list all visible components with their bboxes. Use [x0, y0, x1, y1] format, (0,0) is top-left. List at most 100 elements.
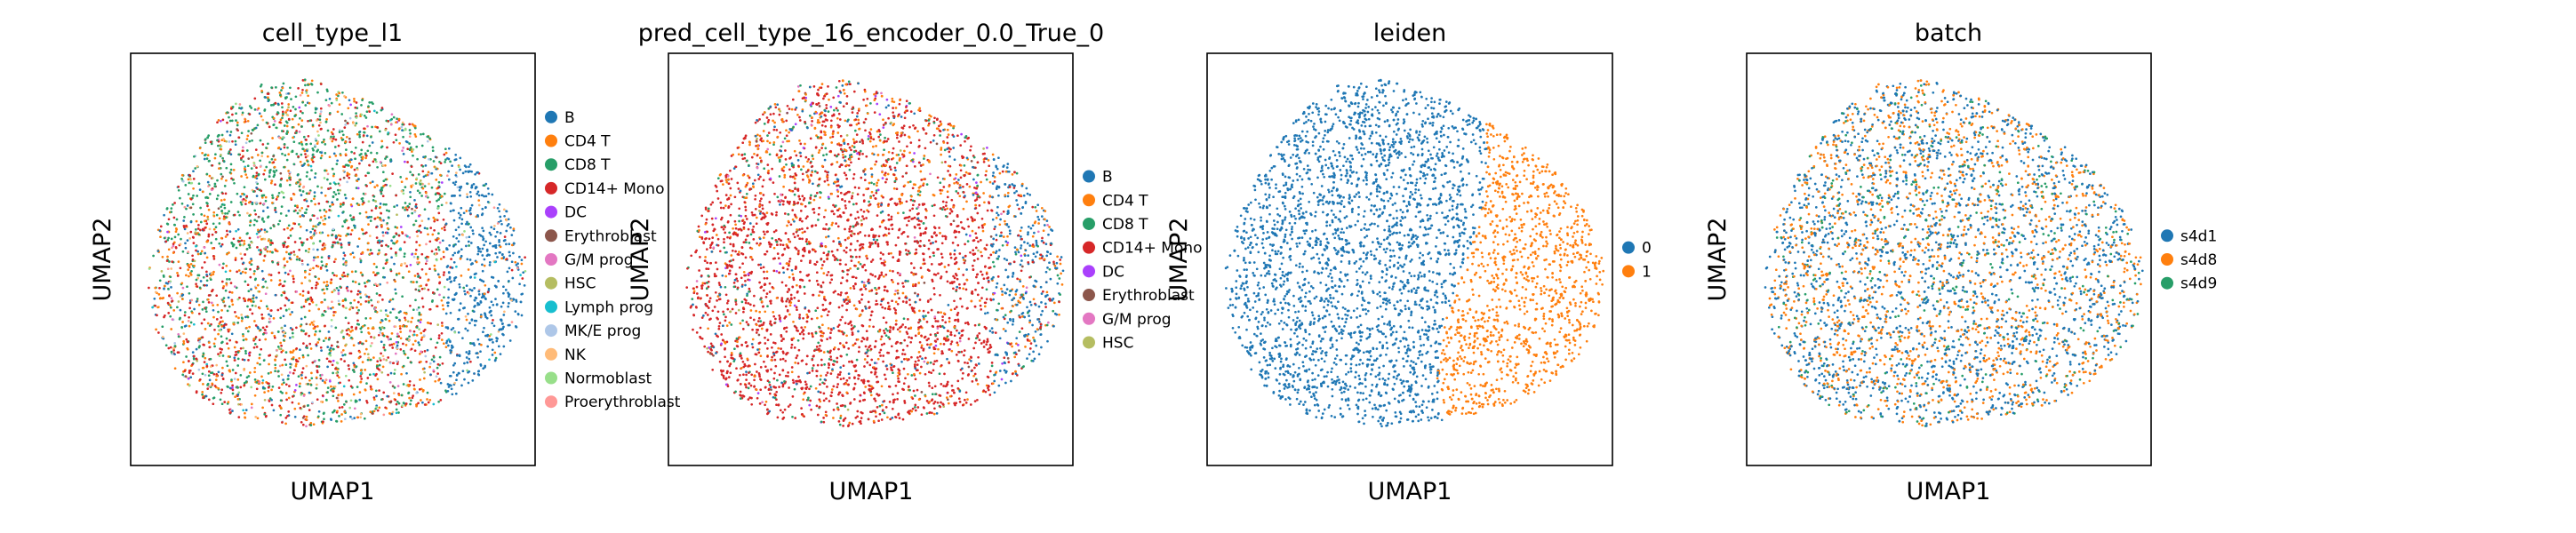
- scatter-point: [408, 396, 411, 400]
- scatter-point: [292, 336, 295, 338]
- scatter-point: [883, 289, 886, 292]
- scatter-point: [369, 249, 372, 251]
- scatter-point: [245, 176, 249, 179]
- scatter-point: [391, 385, 395, 388]
- scatter-point: [331, 245, 334, 249]
- scatter-point: [396, 344, 399, 347]
- scatter-point: [299, 160, 302, 163]
- scatter-point: [206, 204, 209, 208]
- scatter-point: [180, 326, 183, 329]
- scatter-point: [268, 171, 271, 174]
- scatter-point: [499, 353, 502, 355]
- scatter-point: [357, 131, 361, 134]
- scatter-point: [690, 305, 693, 307]
- scatter-point: [884, 334, 888, 338]
- scatter-point: [441, 239, 444, 243]
- scatter-point: [803, 292, 806, 295]
- scatter-point: [287, 103, 291, 106]
- scatter-point: [452, 209, 455, 212]
- scatter-point: [520, 262, 524, 266]
- scatter-point: [482, 229, 485, 233]
- scatter-point: [318, 330, 322, 333]
- scatter-point: [467, 240, 470, 243]
- scatter-point: [289, 366, 292, 369]
- scatter-point: [279, 93, 282, 97]
- scatter-point: [156, 306, 159, 309]
- scatter-point: [422, 175, 426, 179]
- scatter-point: [186, 204, 189, 207]
- scatter-point: [758, 310, 762, 314]
- scatter-point: [964, 233, 968, 236]
- scatter-point: [991, 153, 995, 156]
- scatter-point: [260, 375, 263, 378]
- scatter-point: [447, 296, 450, 299]
- scatter-point: [861, 139, 864, 143]
- scatter-point: [196, 164, 199, 168]
- scatter-point: [446, 304, 450, 307]
- scatter-point: [344, 140, 348, 144]
- scatter-point: [516, 262, 519, 266]
- scatter-point: [220, 309, 223, 312]
- scatter-point: [214, 226, 218, 229]
- scatter-point: [380, 309, 382, 313]
- scatter-point: [896, 328, 900, 331]
- scatter-point: [305, 199, 308, 203]
- scatter-point: [226, 364, 229, 368]
- scatter-point: [224, 270, 228, 274]
- scatter-point: [396, 213, 398, 217]
- scatter-point: [382, 334, 386, 338]
- scatter-point: [231, 139, 234, 143]
- scatter-point: [365, 399, 368, 402]
- scatter-point: [956, 277, 959, 281]
- scatter-point: [341, 91, 344, 94]
- scatter-point: [414, 288, 418, 291]
- scatter-point: [355, 365, 358, 368]
- scatter-point: [425, 191, 428, 195]
- scatter-point: [967, 365, 971, 369]
- scatter-point: [437, 198, 440, 201]
- scatter-point: [499, 215, 502, 219]
- scatter-point: [367, 171, 371, 175]
- scatter-point: [380, 108, 383, 112]
- scatter-point: [307, 291, 310, 295]
- scatter-point: [281, 284, 284, 288]
- scatter-point: [374, 207, 378, 210]
- scatter-point: [832, 417, 835, 419]
- scatter-point: [468, 357, 471, 361]
- scatter-point: [470, 170, 473, 173]
- scatter-point: [460, 248, 463, 251]
- legend-marker: [545, 395, 557, 409]
- scatter-point: [826, 179, 829, 182]
- scatter-point: [386, 227, 389, 230]
- scatter-point: [332, 390, 335, 394]
- scatter-point: [790, 107, 794, 111]
- scatter-point: [416, 189, 420, 193]
- scatter-point: [492, 324, 496, 328]
- scatter-point: [219, 329, 222, 332]
- scatter-point: [412, 343, 415, 346]
- scatter-point: [521, 277, 524, 280]
- scatter-point: [218, 162, 221, 165]
- scatter-point: [235, 286, 238, 290]
- scatter-point: [505, 229, 508, 233]
- scatter-point: [215, 363, 219, 367]
- scatter-point: [357, 323, 361, 326]
- scatter-point: [821, 323, 824, 327]
- scatter-point: [291, 311, 293, 314]
- scatter-point: [311, 300, 315, 304]
- scatter-point: [358, 211, 362, 215]
- scatter-point: [235, 229, 237, 233]
- scatter-point: [830, 223, 834, 227]
- scatter-point: [204, 394, 208, 398]
- scatter-point: [355, 122, 358, 125]
- scatter-point: [447, 288, 451, 291]
- scatter-point: [251, 304, 254, 307]
- scatter-point: [352, 393, 356, 396]
- scatter-point: [468, 341, 472, 345]
- scatter-point: [364, 293, 367, 297]
- scatter-point: [721, 274, 724, 277]
- scatter-point: [308, 279, 311, 282]
- scatter-point: [369, 410, 372, 414]
- scatter-point: [382, 358, 386, 361]
- scatter-point: [941, 319, 944, 322]
